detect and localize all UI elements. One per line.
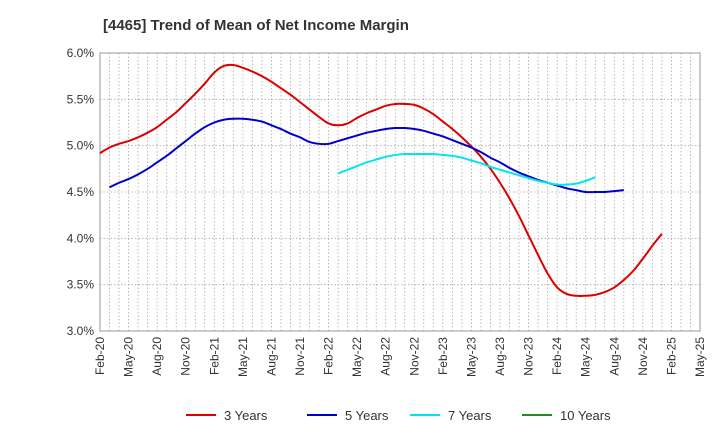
x-tick-label: Aug-21 [264, 337, 278, 376]
legend-label-3-years: 3 Years [224, 408, 268, 423]
x-tick-label: Aug-20 [150, 337, 164, 376]
x-tick-label: Nov-22 [407, 337, 421, 376]
series-lines [99, 63, 663, 297]
y-tick-label: 5.5% [67, 92, 95, 106]
y-tick-label: 4.0% [67, 231, 95, 245]
y-tick-label: 5.0% [67, 139, 95, 153]
plot-frame [99, 52, 701, 332]
legend: 3 Years 5 Years 7 Years 10 Years [186, 408, 611, 423]
x-tick-label: May-20 [122, 337, 136, 377]
x-axis-ticks: Feb-20 May-20 Aug-20 Nov-20 Feb-21 May-21 Aug-… [93, 337, 707, 377]
x-tick-label: Nov-20 [179, 337, 193, 376]
y-tick-label: 4.5% [67, 185, 95, 199]
x-tick-label: Feb-24 [550, 337, 564, 375]
x-tick-label: May-21 [236, 337, 250, 377]
x-tick-label: Aug-24 [607, 337, 621, 376]
x-tick-label: Nov-23 [522, 337, 536, 376]
x-tick-label: Feb-20 [93, 337, 107, 375]
y-tick-label: 3.0% [67, 324, 95, 338]
x-tick-label: Aug-23 [493, 337, 507, 376]
chart-title: [4465] Trend of Mean of Net Income Margi… [103, 17, 409, 34]
x-tick-label: Nov-24 [636, 337, 650, 376]
x-tick-label: May-24 [579, 337, 593, 377]
series-line-7-years [337, 152, 596, 186]
x-tick-label: Feb-21 [207, 337, 221, 375]
legend-label-5-years: 5 Years [345, 408, 389, 423]
x-tick-label: Feb-22 [322, 337, 336, 375]
legend-label-7-years: 7 Years [448, 408, 492, 423]
x-tick-label: Aug-22 [379, 337, 393, 376]
x-tick-label: Nov-21 [293, 337, 307, 376]
y-tick-label: 3.5% [67, 278, 95, 292]
x-tick-label: Feb-25 [664, 337, 678, 375]
y-tick-label: 6.0% [67, 46, 95, 60]
x-tick-label: May-22 [350, 337, 364, 377]
grid-lines [100, 53, 700, 331]
y-axis-ticks: 3.0% 3.5% 4.0% 4.5% 5.0% 5.5% 6.0% [67, 46, 95, 338]
x-tick-label: May-23 [464, 337, 478, 377]
x-tick-label: May-25 [693, 337, 707, 377]
x-tick-label: Feb-23 [436, 337, 450, 375]
series-line-3-years [99, 63, 663, 297]
legend-label-10-years: 10 Years [560, 408, 611, 423]
